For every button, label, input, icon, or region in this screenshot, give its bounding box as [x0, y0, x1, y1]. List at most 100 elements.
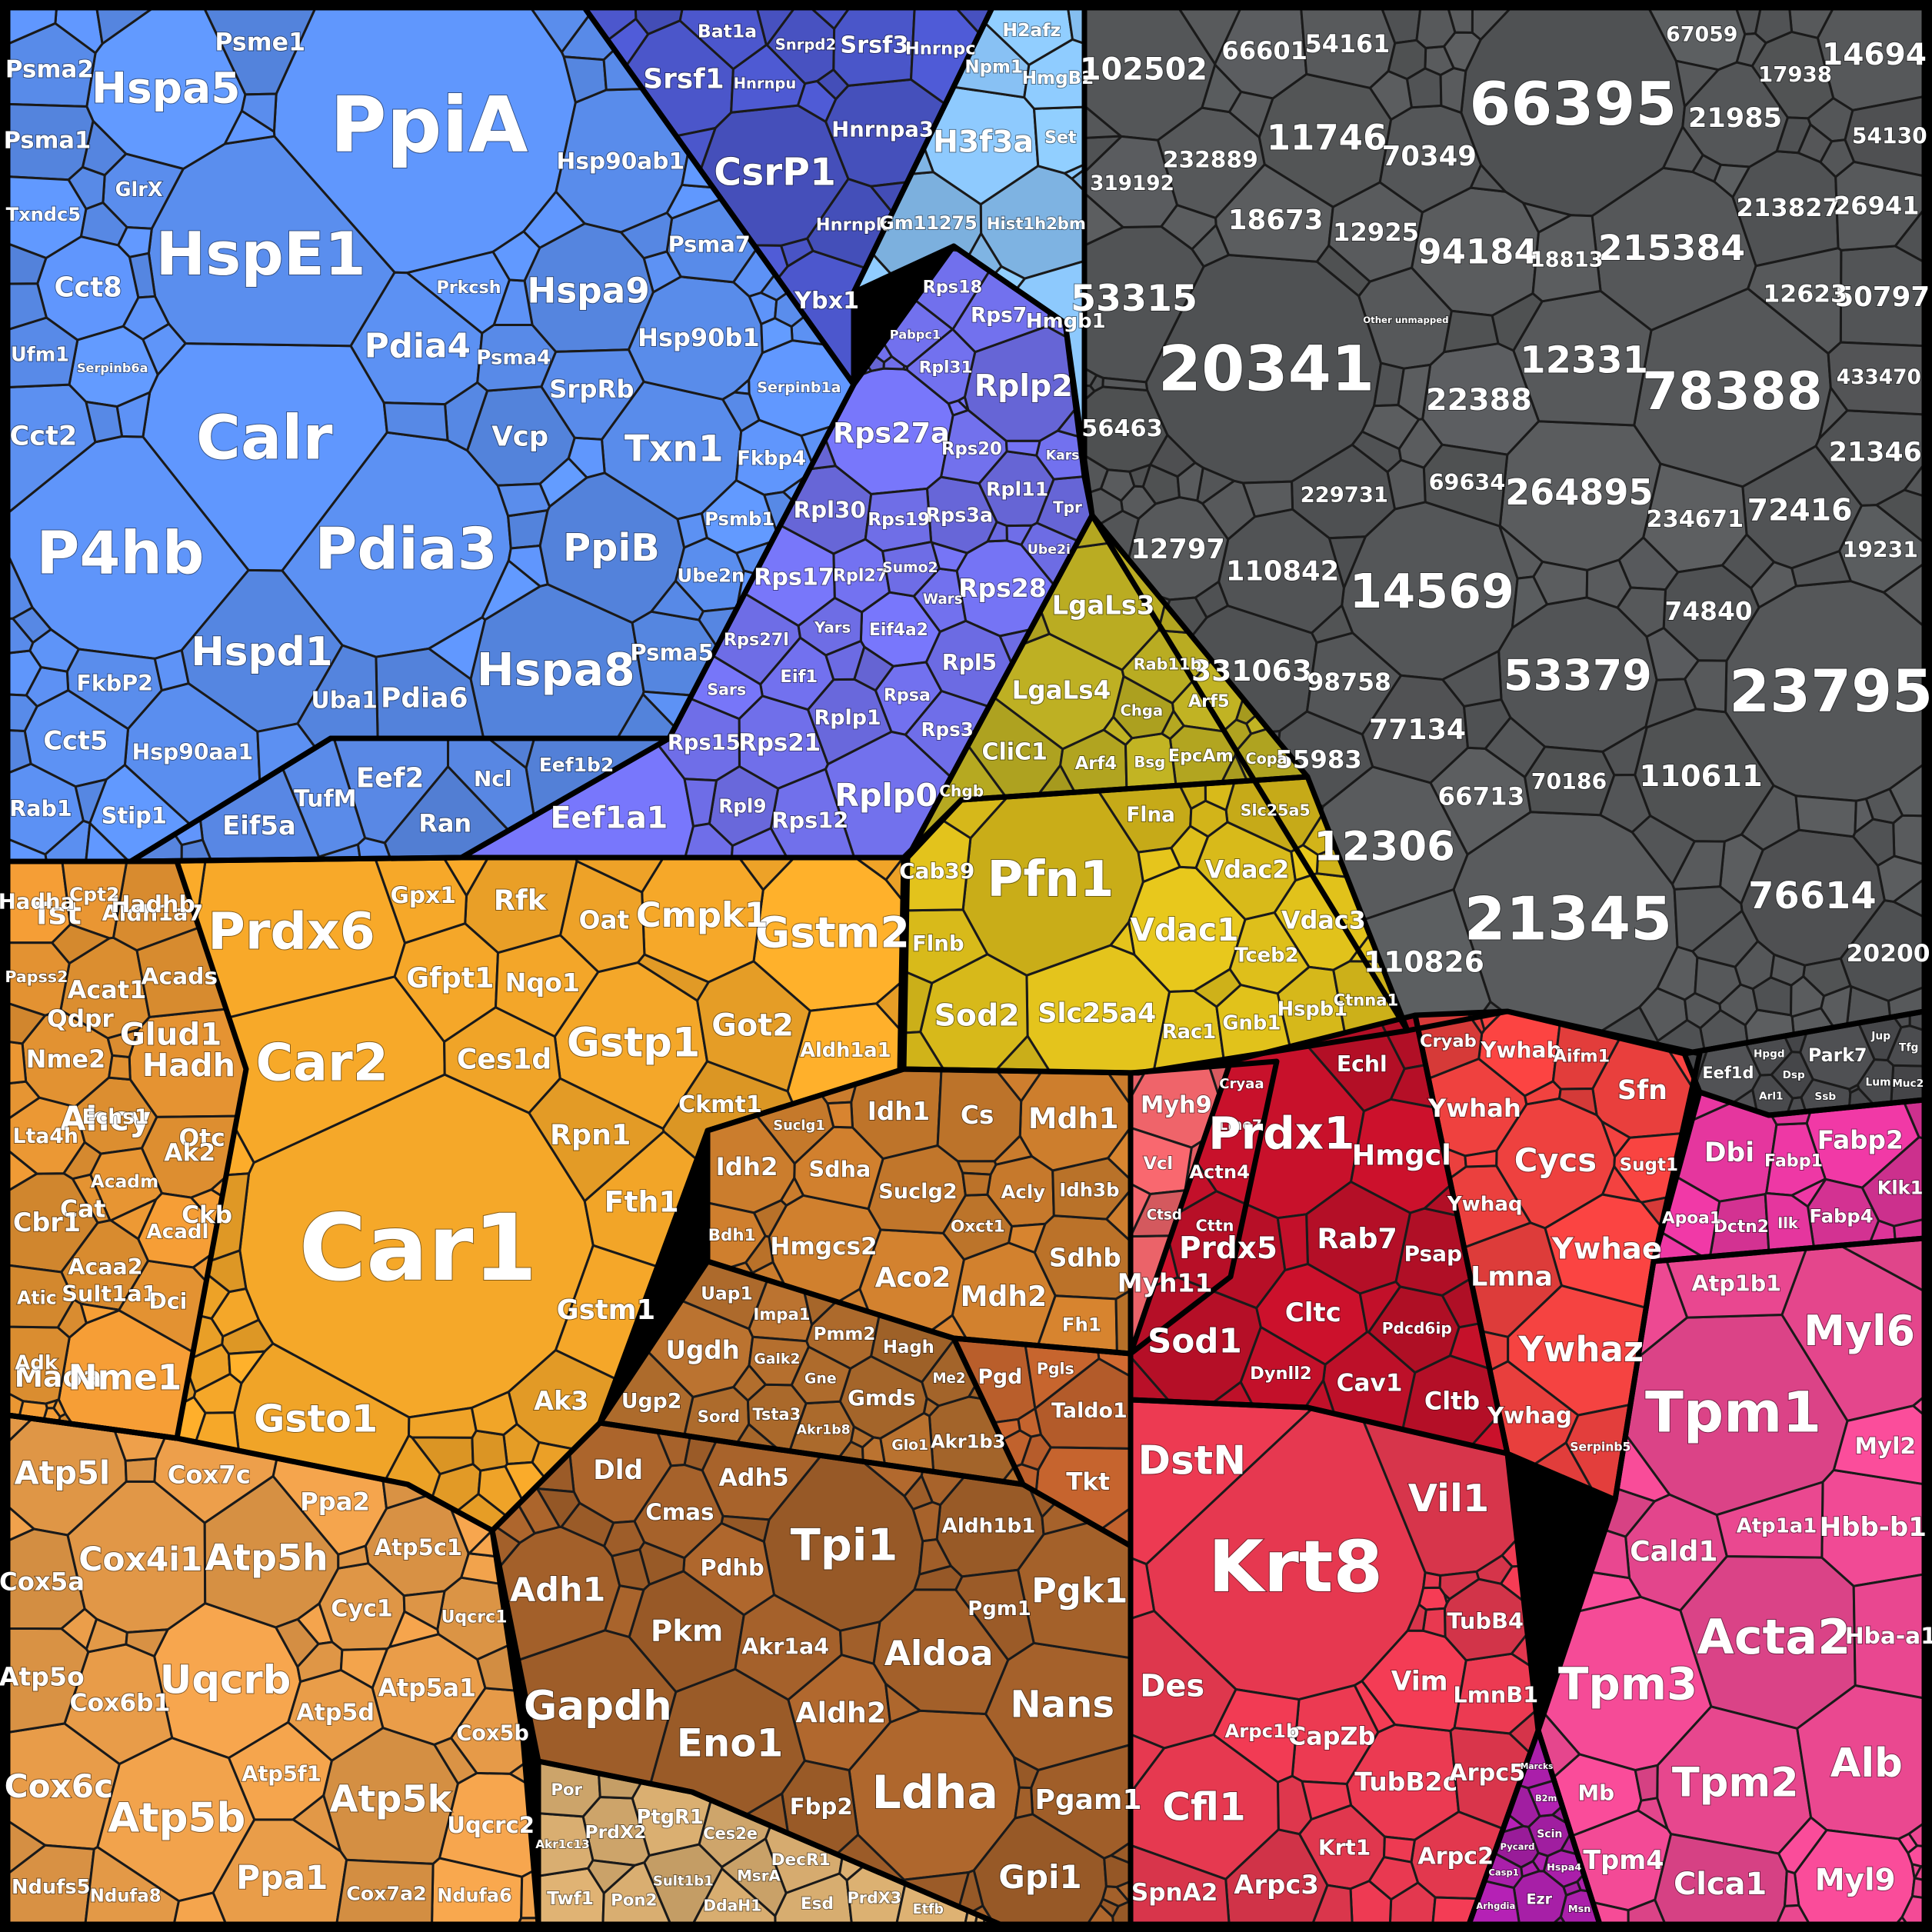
cell-atp1a1	[1715, 1480, 1824, 1559]
label-msn: Msn	[1568, 1904, 1591, 1915]
label-19231: 19231	[1843, 538, 1918, 563]
label-arpc2: Arpc2	[1417, 1844, 1494, 1870]
label-rab7: Rab7	[1317, 1222, 1397, 1255]
cell-minor	[849, 1424, 876, 1449]
label-mb: Mb	[1577, 1780, 1614, 1806]
label-ctnna1: Ctnna1	[1334, 991, 1399, 1010]
label-stip1: Stip1	[102, 802, 167, 828]
cell-minor	[538, 456, 589, 508]
label-rpl31: Rpl31	[919, 358, 973, 377]
label-tkt: Tkt	[1066, 1468, 1110, 1496]
label-wars: Wars	[923, 591, 963, 608]
label-oat: Oat	[579, 905, 629, 934]
cell-minor	[1014, 1786, 1034, 1820]
cell-minor	[1511, 575, 1549, 631]
label-srprb: SrpRb	[549, 375, 634, 404]
label-dci: Dci	[148, 1289, 187, 1314]
cell-minor	[1521, 201, 1574, 235]
label-50797: 50797	[1834, 281, 1930, 313]
label-adk: Adk	[15, 1351, 58, 1374]
label-ywhaq: Ywhaq	[1447, 1193, 1523, 1216]
label-got2: Got2	[711, 1008, 794, 1043]
label-idh2: Idh2	[716, 1152, 778, 1181]
label-cct5: Cct5	[43, 726, 108, 756]
cell-minor	[1616, 586, 1667, 638]
cell-minor	[1600, 1118, 1632, 1160]
cell-minor	[1789, 1178, 1827, 1208]
cell-minor	[388, 1610, 440, 1649]
label-ywhab: Ywhab	[1480, 1038, 1561, 1063]
cell-minor	[838, 1620, 881, 1666]
label-scin: Scin	[1537, 1828, 1562, 1840]
label-nans: Nans	[1010, 1684, 1114, 1727]
label-14569: 14569	[1350, 564, 1514, 619]
label-rps20: Rps20	[941, 439, 1002, 459]
label-galk2: Galk2	[754, 1351, 800, 1367]
label-cab39: Cab39	[899, 858, 974, 884]
label-chgb: Chgb	[939, 782, 984, 801]
label-hspb1: Hspb1	[1277, 998, 1347, 1021]
cell-minor	[1397, 418, 1444, 469]
cell-minor	[1817, 385, 1849, 442]
label-cav1: Cav1	[1337, 1370, 1403, 1397]
label-sod1: Sod1	[1148, 1322, 1242, 1361]
label-21346: 21346	[1829, 438, 1922, 468]
label-cox4i1: Cox4i1	[78, 1541, 202, 1578]
label-gfpt1: Gfpt1	[406, 961, 494, 994]
label-331063: 331063	[1191, 654, 1312, 688]
cell-minor	[6, 1040, 28, 1085]
cell-rpn1	[528, 1077, 665, 1203]
label-idh3b: Idh3b	[1059, 1179, 1119, 1201]
label-uqcrc2: Uqcrc2	[447, 1812, 535, 1838]
cell-minor	[84, 400, 124, 444]
label-tpm4: Tpm4	[1583, 1845, 1664, 1875]
label-fabp4: Fabp4	[1809, 1204, 1873, 1227]
label-taldo1: Taldo1	[1051, 1399, 1128, 1423]
label-ube2i: Ube2i	[1028, 542, 1071, 558]
label-hadhb: Hadhb	[111, 891, 195, 918]
label-rab11b: Rab11b	[1134, 655, 1202, 674]
label-hspa4: Hspa4	[1547, 1862, 1581, 1874]
label-pmm2: Pmm2	[814, 1324, 876, 1344]
label-akr1a4: Akr1a4	[741, 1634, 829, 1659]
label-hagh: Hagh	[883, 1337, 934, 1357]
label-vdac2: Vdac2	[1205, 857, 1289, 884]
label-rps27l: Rps27l	[724, 630, 789, 650]
label-12306: 12306	[1314, 823, 1455, 870]
label-atp5o: Atp5o	[0, 1662, 85, 1692]
label-aldoa: Aldoa	[884, 1634, 994, 1674]
label-tubb2c: TubB2c	[1354, 1767, 1457, 1797]
cell-minor	[1439, 66, 1467, 115]
label-twf1: Twf1	[547, 1889, 594, 1909]
label-rps17: Rps17	[754, 564, 834, 591]
label-ndufa6: Ndufa6	[437, 1884, 511, 1906]
label-set: Set	[1044, 128, 1077, 148]
cell-minor	[1694, 956, 1742, 1006]
label-66395: 66395	[1469, 70, 1677, 139]
cell-minor	[618, 212, 674, 260]
label-rac1: Rac1	[1162, 1021, 1216, 1044]
cell-minor	[1007, 1222, 1048, 1254]
label-ywhah: Ywhah	[1427, 1094, 1521, 1123]
label-pdia6: Pdia6	[381, 683, 468, 715]
cell-minor	[1475, 1554, 1514, 1585]
label-echs1: Echs1	[82, 1105, 148, 1129]
label-cfl1: Cfl1	[1162, 1785, 1246, 1830]
label-hspa5: Hspa5	[92, 63, 241, 112]
label-rps3: Rps3	[921, 718, 974, 741]
cell-minor	[884, 1681, 923, 1724]
cell-minor	[760, 317, 794, 355]
label-17938: 17938	[1758, 62, 1832, 87]
label-cox5b: Cox5b	[456, 1722, 529, 1746]
label-12925: 12925	[1333, 218, 1419, 247]
label-72416: 72416	[1747, 493, 1853, 528]
label-eef1d: Eef1d	[1702, 1064, 1754, 1082]
cell-minor	[1367, 1855, 1420, 1901]
label-myl6: Myl6	[1804, 1307, 1915, 1355]
label-pgk1: Pgk1	[1031, 1571, 1128, 1611]
cell-minor	[1190, 223, 1231, 268]
label-acta2: Acta2	[1697, 1609, 1851, 1665]
cell-minor	[815, 68, 850, 101]
label-gne: Gne	[804, 1370, 837, 1387]
cell-minor	[1797, 122, 1834, 164]
